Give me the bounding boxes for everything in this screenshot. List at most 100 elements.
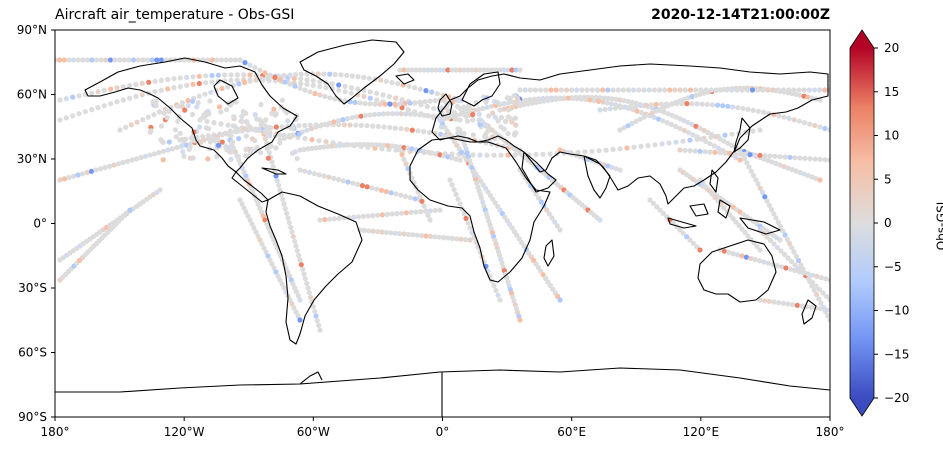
observation-point xyxy=(470,152,476,158)
observation-point xyxy=(393,95,399,101)
observation-point xyxy=(511,132,518,138)
observation-point xyxy=(754,243,760,250)
observation-point xyxy=(145,114,151,120)
observation-point xyxy=(271,106,277,112)
observation-point xyxy=(449,235,455,241)
observation-point xyxy=(817,124,823,130)
observation-point xyxy=(441,67,447,73)
observation-point xyxy=(262,136,268,142)
observation-point xyxy=(242,60,248,66)
lon-tick-label: 60°W xyxy=(297,425,330,439)
observation-point xyxy=(423,233,429,239)
observation-point xyxy=(264,221,270,227)
observation-point xyxy=(508,105,514,111)
observation-point xyxy=(369,185,375,191)
observation-point xyxy=(257,67,263,73)
observation-point xyxy=(594,87,601,93)
observation-point xyxy=(359,183,365,189)
observation-point xyxy=(681,96,687,102)
observation-point xyxy=(353,114,360,120)
observation-point xyxy=(171,85,177,91)
observation-point xyxy=(517,317,523,323)
observation-point xyxy=(139,92,145,98)
colorbar-extend-min xyxy=(850,398,874,416)
observation-point xyxy=(801,87,807,93)
observation-point xyxy=(823,293,830,300)
observation-point xyxy=(757,297,763,303)
observation-point xyxy=(398,126,404,132)
observation-point xyxy=(703,138,709,144)
observation-point xyxy=(201,112,207,118)
observation-point xyxy=(388,230,394,236)
observation-point xyxy=(365,141,371,148)
observation-point xyxy=(484,104,490,110)
observation-point xyxy=(425,212,431,218)
observation-point xyxy=(813,283,819,289)
observation-point xyxy=(495,292,501,298)
observation-point xyxy=(647,197,653,203)
observation-point xyxy=(785,301,791,307)
observation-point xyxy=(451,187,457,193)
observation-point xyxy=(114,99,120,105)
observation-point xyxy=(198,139,204,145)
observation-point xyxy=(375,229,381,235)
observation-point xyxy=(331,119,337,125)
observation-point xyxy=(273,111,279,117)
observation-point xyxy=(310,78,316,84)
observation-point xyxy=(504,95,510,101)
observation-point xyxy=(421,112,427,118)
observation-point xyxy=(63,115,69,121)
observation-point xyxy=(244,120,250,126)
observation-point xyxy=(656,116,662,122)
observation-point xyxy=(269,159,275,165)
observation-point xyxy=(57,97,63,103)
observation-point xyxy=(620,87,626,93)
observation-point xyxy=(536,96,542,102)
observation-point xyxy=(103,57,109,63)
observation-point xyxy=(569,87,575,93)
observation-point xyxy=(101,87,107,93)
observation-point xyxy=(266,150,272,156)
observation-point xyxy=(433,151,439,157)
observation-point xyxy=(782,232,788,238)
observation-point xyxy=(730,104,736,110)
observation-point xyxy=(349,142,355,148)
observation-point xyxy=(70,173,77,179)
observation-point xyxy=(501,101,507,107)
observation-point xyxy=(512,152,518,158)
observation-point xyxy=(242,79,248,86)
observation-point xyxy=(666,140,672,146)
observation-point xyxy=(309,137,315,143)
observation-point xyxy=(357,100,363,106)
observation-point xyxy=(413,67,419,73)
observation-point xyxy=(313,313,319,319)
observation-point xyxy=(786,240,793,247)
observation-point xyxy=(757,258,763,264)
observation-point xyxy=(660,210,666,216)
observation-point xyxy=(342,83,348,89)
observation-point xyxy=(546,211,552,217)
observation-point xyxy=(97,166,104,172)
observation-point xyxy=(747,152,753,158)
observation-point xyxy=(374,97,380,103)
observation-point xyxy=(263,117,269,123)
observation-point xyxy=(268,143,274,149)
coastline-south-america xyxy=(265,191,363,345)
observation-point xyxy=(273,124,279,130)
observation-point xyxy=(476,106,482,112)
observation-point xyxy=(397,101,403,107)
observation-point xyxy=(801,93,807,99)
observation-point xyxy=(797,169,803,176)
observation-point xyxy=(398,111,405,117)
observation-point xyxy=(149,57,155,63)
observation-point xyxy=(304,77,310,83)
observation-point xyxy=(284,210,290,216)
observation-point xyxy=(491,98,498,105)
observation-point xyxy=(806,87,812,93)
observation-point xyxy=(297,147,303,153)
observation-point xyxy=(236,136,242,142)
observation-point xyxy=(498,124,504,130)
coastline-greenland xyxy=(299,39,405,105)
observation-point xyxy=(744,87,750,93)
observation-point xyxy=(653,101,659,108)
